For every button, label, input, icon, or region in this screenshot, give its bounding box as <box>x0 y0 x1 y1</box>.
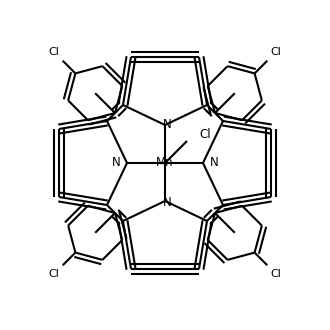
Text: N: N <box>163 117 171 130</box>
Text: Cl: Cl <box>270 269 281 279</box>
Text: Cl: Cl <box>49 47 60 57</box>
Text: Cl: Cl <box>270 47 281 57</box>
Text: Mn: Mn <box>156 156 174 170</box>
Text: N: N <box>163 195 171 209</box>
Text: N: N <box>210 156 218 170</box>
Text: Cl: Cl <box>199 128 211 142</box>
Text: Cl: Cl <box>49 269 60 279</box>
Text: N: N <box>112 156 120 170</box>
